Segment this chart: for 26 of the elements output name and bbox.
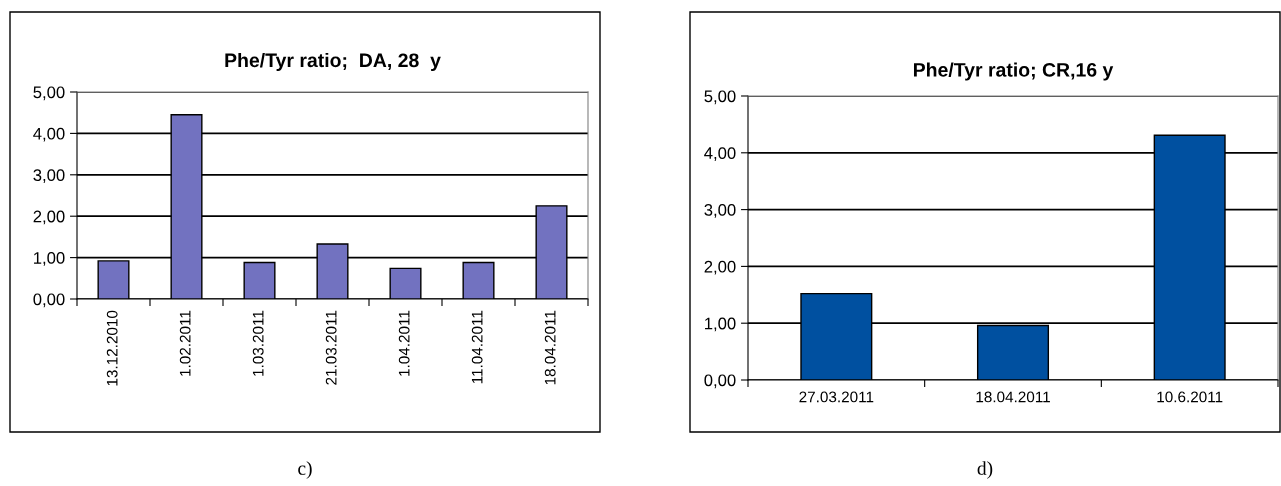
y-tick-label: 3,00 (33, 169, 65, 183)
y-tick-label: 4,00 (704, 147, 736, 161)
y-tick-label: 1,00 (34, 252, 65, 266)
y-tick-label: 4,00 (33, 127, 65, 142)
x-tick-label: 18.04.2011 (544, 310, 556, 385)
x-tick-label: 1.03.2011 (252, 310, 264, 376)
chart-title: Phe/Tyr ratio; DA, 28 y (225, 52, 441, 72)
chart-title: Phe/Tyr ratio; CR,16 y (913, 62, 1114, 81)
text: d) (977, 461, 993, 479)
x-tick-label: 21.03.2011 (325, 310, 337, 385)
y-tick-label: 0,00 (33, 293, 65, 308)
x-tick-label: 10.6.2011 (1157, 391, 1223, 403)
x-tick-label: 1.04.2011 (398, 310, 410, 376)
text: c) (298, 461, 312, 479)
y-tick-label: 2,00 (33, 210, 65, 225)
y-tick-label: 1,00 (705, 317, 736, 332)
y-tick-label: 0,00 (704, 374, 736, 389)
y-tick-label: 5,00 (704, 90, 736, 105)
x-tick-label: 27.03.2011 (799, 391, 874, 403)
y-tick-label: 3,00 (704, 204, 736, 218)
y-tick-label: 2,00 (704, 260, 736, 275)
y-tick-label: 5,00 (33, 86, 65, 101)
x-tick-label: 11.04.2011 (471, 310, 483, 384)
x-tick-label: 18.04.2011 (976, 391, 1050, 403)
x-tick-label: 1.02.2011 (179, 310, 191, 376)
x-tick-label: 13.12.2010 (106, 310, 118, 386)
